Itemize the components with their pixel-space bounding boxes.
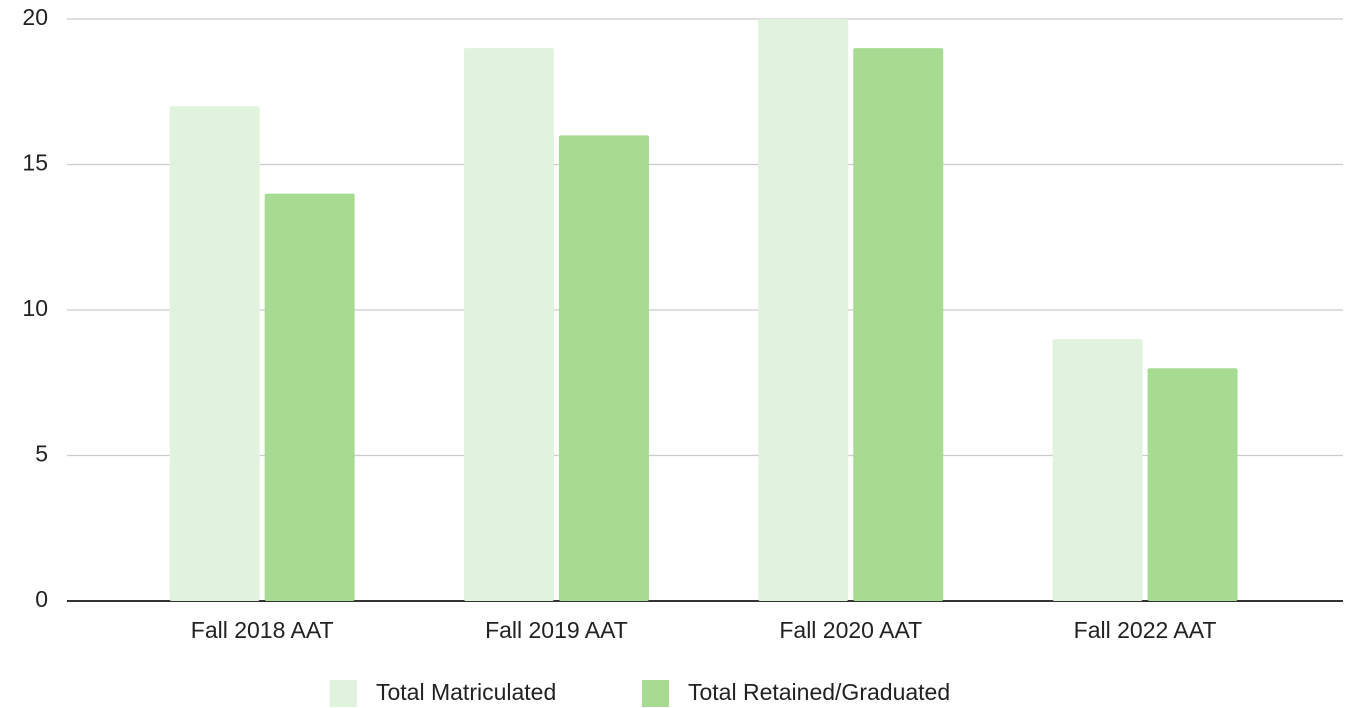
- y-tick-label: 5: [35, 441, 48, 467]
- legend-swatch: [330, 680, 357, 707]
- bar: [558, 135, 649, 601]
- y-tick-label: 10: [22, 295, 48, 321]
- y-tick-label: 20: [22, 4, 48, 30]
- x-tick-label: Fall 2020 AAT: [779, 617, 922, 643]
- x-tick-label: Fall 2018 AAT: [191, 617, 334, 643]
- bar: [264, 193, 355, 601]
- legend-label: Total Retained/Graduated: [688, 679, 950, 705]
- y-tick-label: 0: [35, 586, 48, 612]
- bar: [1052, 339, 1143, 601]
- bar: [758, 19, 849, 601]
- legend-label: Total Matriculated: [376, 679, 556, 705]
- bar: [463, 48, 554, 602]
- bar: [853, 48, 944, 602]
- y-tick-label: 15: [22, 150, 48, 176]
- bar: [169, 106, 260, 602]
- x-tick-label: Fall 2022 AAT: [1074, 617, 1217, 643]
- x-tick-label: Fall 2019 AAT: [485, 617, 628, 643]
- bar: [1147, 368, 1238, 601]
- legend-swatch: [642, 680, 669, 707]
